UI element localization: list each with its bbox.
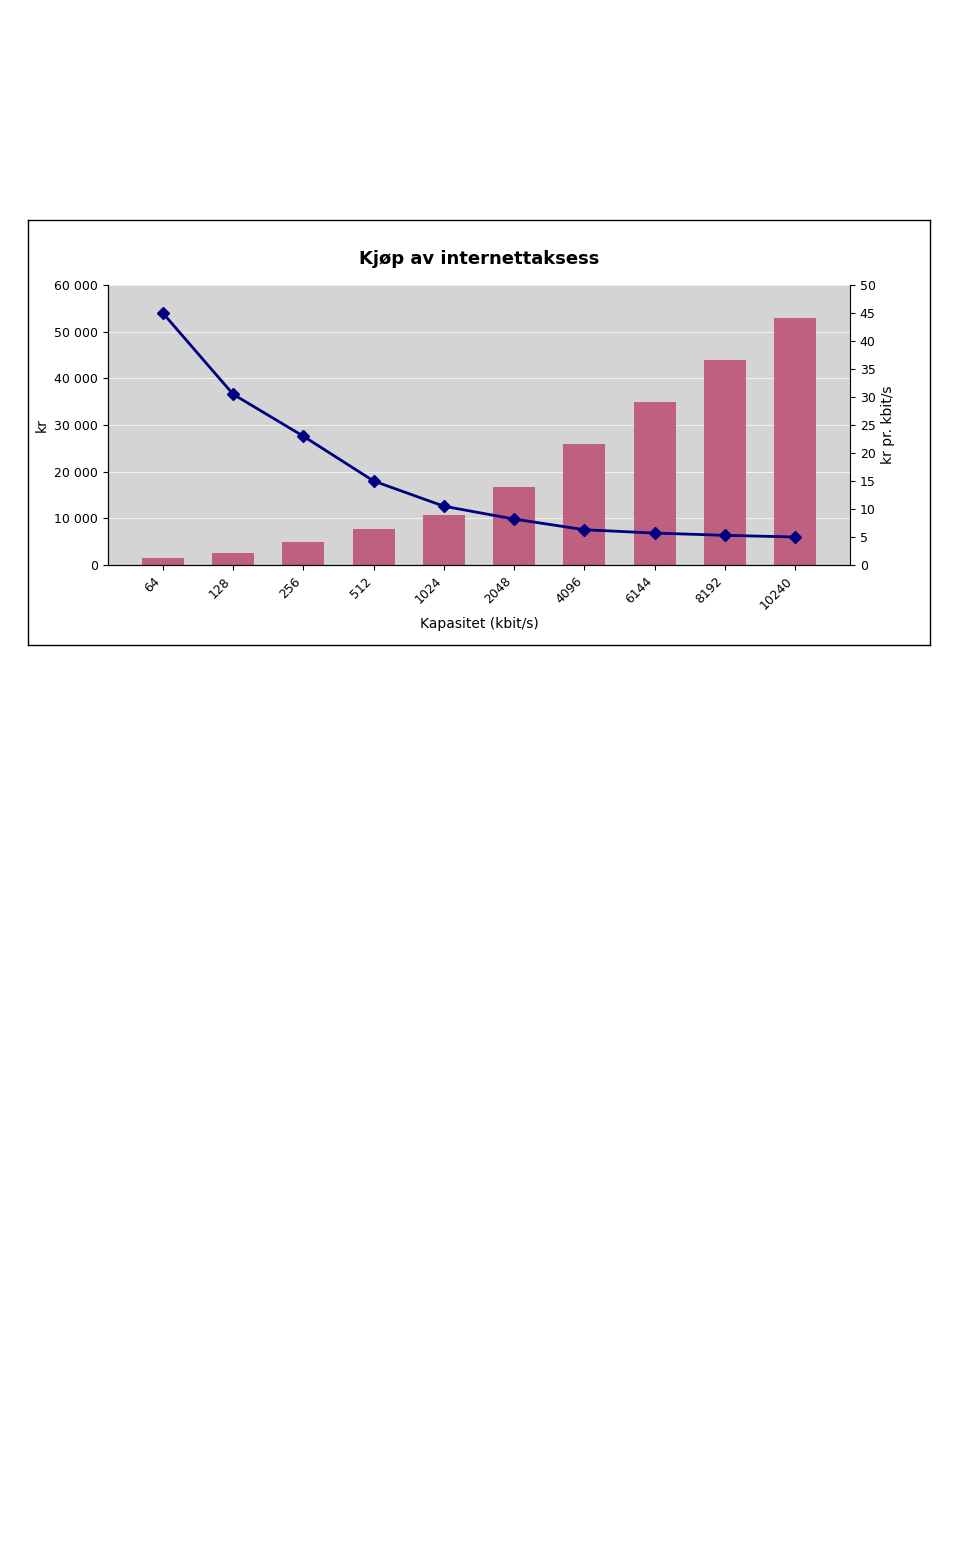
Bar: [704, 360, 746, 565]
Bar: [564, 444, 606, 565]
Bar: [422, 515, 465, 565]
Bar: [212, 554, 254, 565]
X-axis label: Kapasitet (kbit/s): Kapasitet (kbit/s): [420, 617, 539, 631]
Bar: [142, 559, 184, 565]
Y-axis label: kr: kr: [35, 418, 49, 432]
Bar: [282, 542, 324, 565]
Bar: [774, 318, 816, 565]
Bar: [493, 486, 536, 565]
Bar: [352, 529, 395, 565]
Text: Kjøp av internettaksess: Kjøp av internettaksess: [359, 250, 599, 268]
Y-axis label: kr pr. kbit/s: kr pr. kbit/s: [881, 386, 896, 464]
Bar: [634, 401, 676, 565]
